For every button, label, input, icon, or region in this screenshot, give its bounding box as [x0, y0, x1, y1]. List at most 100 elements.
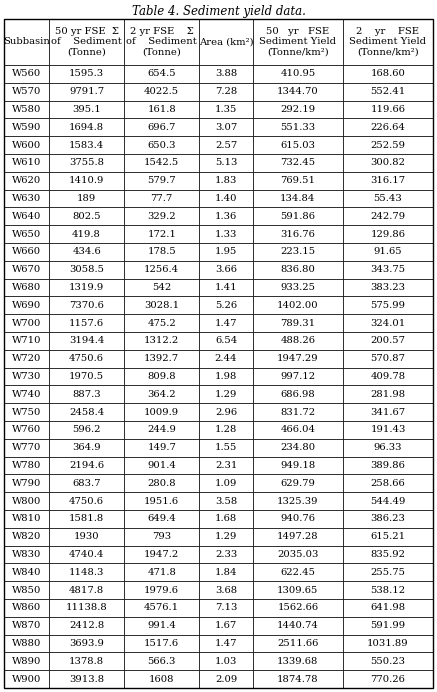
Bar: [49, 475, 124, 492]
Text: 410.95: 410.95: [280, 69, 316, 78]
Bar: [124, 332, 199, 349]
Bar: [343, 528, 433, 545]
Bar: [124, 190, 199, 208]
Text: 686.98: 686.98: [281, 390, 315, 399]
Text: 1930: 1930: [74, 532, 99, 541]
Text: 622.45: 622.45: [281, 568, 316, 577]
Text: W780: W780: [12, 461, 41, 470]
Text: 997.12: 997.12: [280, 372, 316, 381]
Bar: [199, 65, 253, 83]
Bar: [253, 349, 343, 367]
Bar: [199, 243, 253, 261]
Text: W800: W800: [12, 497, 41, 506]
Bar: [199, 599, 253, 617]
Bar: [4, 83, 49, 100]
Text: 1402.00: 1402.00: [277, 301, 319, 310]
Bar: [199, 635, 253, 653]
Text: 383.23: 383.23: [371, 283, 406, 292]
Bar: [253, 225, 343, 243]
Text: 4750.6: 4750.6: [69, 497, 104, 506]
Text: 292.19: 292.19: [280, 105, 316, 114]
Bar: [4, 296, 49, 314]
Bar: [199, 670, 253, 688]
Text: 2035.03: 2035.03: [277, 550, 319, 559]
Bar: [49, 635, 124, 653]
Text: 1.09: 1.09: [215, 479, 237, 488]
Bar: [124, 100, 199, 118]
Text: W860: W860: [12, 603, 41, 612]
Bar: [4, 492, 49, 510]
Bar: [343, 190, 433, 208]
Bar: [49, 279, 124, 296]
Bar: [49, 100, 124, 118]
Bar: [124, 314, 199, 332]
Bar: [4, 100, 49, 118]
Text: 5.26: 5.26: [215, 301, 237, 310]
Bar: [4, 599, 49, 617]
Bar: [124, 635, 199, 653]
Text: 696.7: 696.7: [147, 122, 176, 131]
Text: 1339.68: 1339.68: [277, 657, 319, 666]
Bar: [124, 403, 199, 421]
Text: 1497.28: 1497.28: [277, 532, 319, 541]
Text: 1.67: 1.67: [215, 621, 237, 630]
Bar: [49, 367, 124, 385]
Bar: [124, 510, 199, 528]
Text: 579.7: 579.7: [147, 176, 176, 185]
Bar: [4, 581, 49, 599]
Bar: [4, 332, 49, 349]
Bar: [4, 635, 49, 653]
Bar: [4, 279, 49, 296]
Text: 1595.3: 1595.3: [69, 69, 104, 78]
Bar: [49, 653, 124, 670]
Text: 7.13: 7.13: [215, 603, 237, 612]
Text: W630: W630: [12, 194, 41, 203]
Text: W850: W850: [12, 585, 41, 594]
Text: 1.83: 1.83: [215, 176, 237, 185]
Text: 2412.8: 2412.8: [69, 621, 104, 630]
Bar: [124, 296, 199, 314]
Text: W690: W690: [12, 301, 41, 310]
Text: 324.01: 324.01: [370, 318, 406, 327]
Bar: [253, 367, 343, 385]
Bar: [253, 599, 343, 617]
Text: 1309.65: 1309.65: [277, 585, 319, 594]
Text: 172.1: 172.1: [147, 230, 176, 239]
Bar: [253, 332, 343, 349]
Bar: [199, 403, 253, 421]
Text: 300.82: 300.82: [371, 158, 406, 167]
Text: 1.40: 1.40: [215, 194, 237, 203]
Text: 2    yr    FSE
Sediment Yield
(Tonne/km²): 2 yr FSE Sediment Yield (Tonne/km²): [350, 27, 427, 57]
Bar: [49, 421, 124, 439]
Bar: [4, 172, 49, 190]
Bar: [124, 154, 199, 172]
Text: W890: W890: [12, 657, 41, 666]
Bar: [124, 65, 199, 83]
Bar: [199, 653, 253, 670]
Bar: [253, 296, 343, 314]
Bar: [199, 225, 253, 243]
Text: 316.76: 316.76: [281, 230, 316, 239]
Text: 149.7: 149.7: [147, 443, 176, 452]
Bar: [343, 349, 433, 367]
Text: 1392.7: 1392.7: [144, 354, 179, 363]
Bar: [124, 545, 199, 563]
Bar: [343, 83, 433, 100]
Text: 364.2: 364.2: [147, 390, 176, 399]
Bar: [4, 118, 49, 136]
Bar: [343, 403, 433, 421]
Text: 544.49: 544.49: [370, 497, 406, 506]
Bar: [124, 367, 199, 385]
Text: 11138.8: 11138.8: [66, 603, 108, 612]
Bar: [343, 296, 433, 314]
Text: 488.26: 488.26: [281, 336, 316, 345]
Bar: [124, 670, 199, 688]
Text: 1312.2: 1312.2: [144, 336, 179, 345]
Text: 1.29: 1.29: [215, 390, 237, 399]
Bar: [343, 581, 433, 599]
Text: 770.26: 770.26: [371, 675, 406, 684]
Bar: [49, 243, 124, 261]
Bar: [124, 457, 199, 475]
Bar: [343, 261, 433, 279]
Text: 475.2: 475.2: [147, 318, 176, 327]
